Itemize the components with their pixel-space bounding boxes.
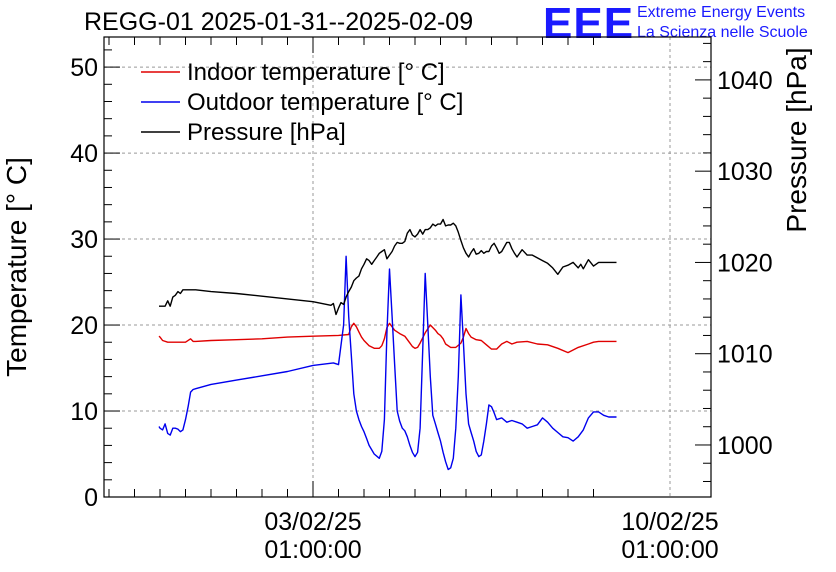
- y2-tick-label-4: 1040: [717, 67, 773, 95]
- y-tick-label-5: 50: [70, 54, 98, 82]
- chart-title: REGG-01 2025-01-31--2025-02-09: [84, 8, 474, 36]
- legend-indoor-label: Indoor temperature [° C]: [187, 59, 445, 86]
- y-tick-label-1: 10: [70, 398, 98, 426]
- y-axis-title: Temperature [° C]: [1, 157, 32, 377]
- y-tick-label-3: 30: [70, 226, 98, 254]
- y-tick-label-0: 0: [84, 484, 98, 512]
- indoor-temperature-line: [158, 322, 617, 354]
- y2-tick-label-1: 1010: [717, 341, 773, 369]
- x-tick-label-0-0: 03/02/25: [264, 508, 361, 536]
- y2-tick-label-3: 1030: [717, 158, 773, 186]
- outdoor-temperature-line: [158, 255, 617, 471]
- x-tick-label-0-1: 01:00:00: [264, 536, 361, 564]
- y2-tick-label-2: 1020: [717, 249, 773, 277]
- x-tick-label-1-1: 01:00:00: [621, 536, 718, 564]
- y-tick-label-2: 20: [70, 312, 98, 340]
- legend-pressure-label: Pressure [hPa]: [187, 119, 346, 146]
- y2-axis-title: Pressure [hPa]: [781, 47, 812, 232]
- y-tick-label-4: 40: [70, 140, 98, 168]
- logo-line-1: Extreme Energy Events: [637, 4, 806, 21]
- pressure-line: [159, 218, 617, 316]
- x-tick-label-1-0: 10/02/25: [621, 508, 718, 536]
- legend-outdoor-label: Outdoor temperature [° C]: [187, 89, 463, 116]
- plot-frame: [103, 36, 712, 498]
- y2-tick-label-0: 1000: [717, 432, 773, 460]
- eee-logo-mark: EEE: [543, 0, 635, 48]
